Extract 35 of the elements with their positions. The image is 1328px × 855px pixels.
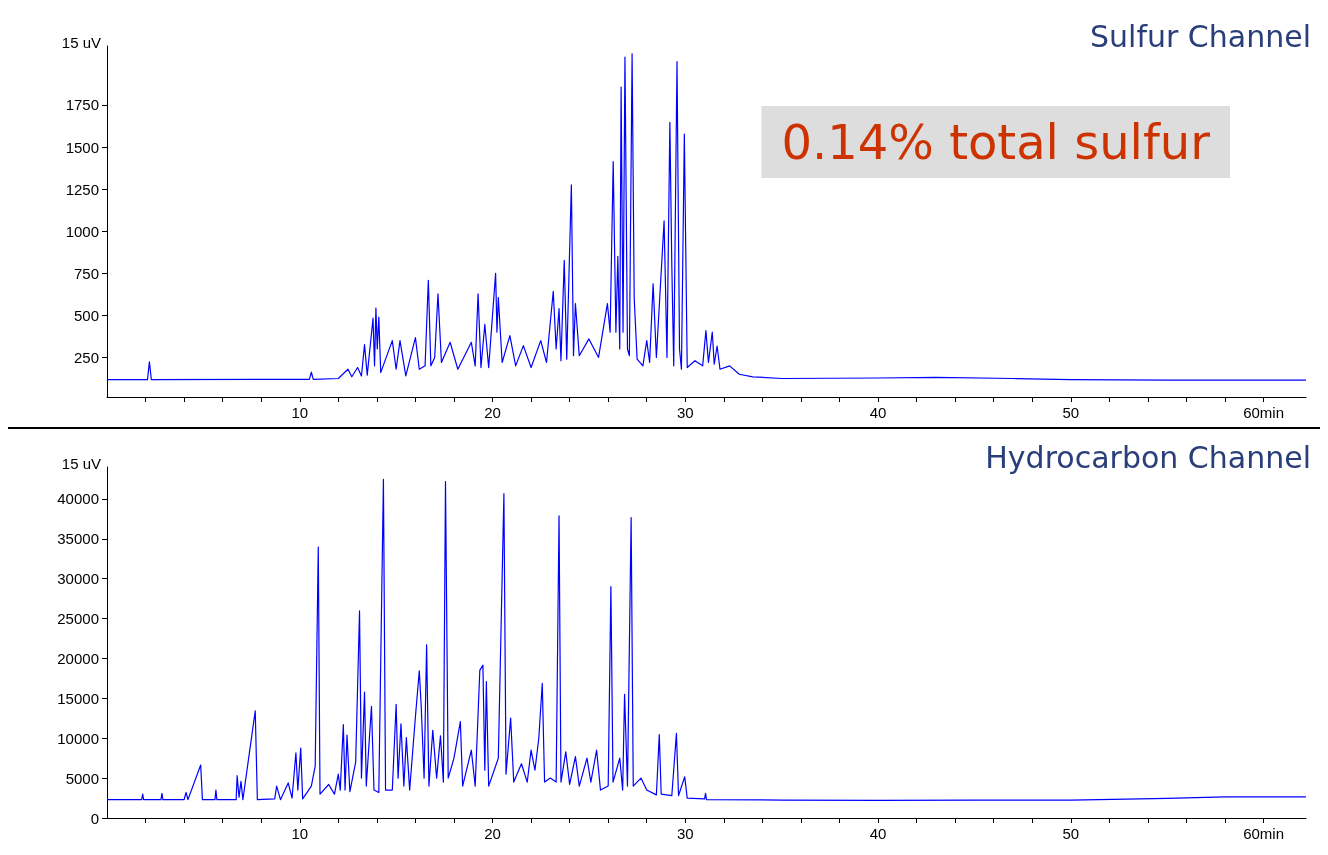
y-tick-label: 1250 (65, 180, 99, 198)
line-series (106, 478, 1307, 802)
y-tick-label: 1750 (65, 96, 99, 114)
y-tick-label: 25000 (57, 610, 99, 628)
y-tick-label: 250 (73, 348, 99, 366)
y-tick-label: 20000 (57, 649, 99, 667)
x-tick-label: 30 (676, 404, 694, 421)
chart-title: Hydrocarbon Channel (985, 439, 1312, 475)
x-tick-label: 50 (1062, 825, 1080, 842)
y-tick-label: 500 (73, 306, 99, 324)
y-tick-label: 750 (73, 264, 99, 282)
x-tick-label: 10 (291, 404, 309, 421)
x-tick-label: 60min (1243, 825, 1285, 842)
y-tick-label: 0 (90, 809, 99, 827)
chart-title: Sulfur Channel (1090, 18, 1312, 54)
x-tick-label: 40 (869, 404, 887, 421)
y-tick-label: 30000 (57, 570, 99, 588)
y-tick-label: 35000 (57, 530, 99, 548)
x-tick-label: 30 (676, 825, 694, 842)
y-tick-label: 1500 (65, 138, 99, 156)
x-tick-label: 10 (291, 825, 309, 842)
y-axis-title: 15 uV (61, 455, 101, 472)
y-axis-title: 15 uV (61, 34, 101, 51)
line-series (106, 53, 1307, 381)
y-tick-label: 40000 (57, 490, 99, 508)
y-tick-label: 5000 (65, 769, 99, 787)
x-tick-label: 60min (1243, 404, 1285, 421)
y-tick-label: 10000 (57, 729, 99, 747)
x-tick-label: 20 (484, 404, 501, 421)
x-tick-label: 20 (484, 825, 501, 842)
y-tick-label: 15000 (57, 689, 99, 707)
x-tick-label: 50 (1062, 404, 1080, 421)
y-tick-label: 1000 (65, 222, 99, 240)
x-tick-label: 40 (869, 825, 887, 842)
annotation: 0.14% total sulfur (781, 114, 1211, 170)
